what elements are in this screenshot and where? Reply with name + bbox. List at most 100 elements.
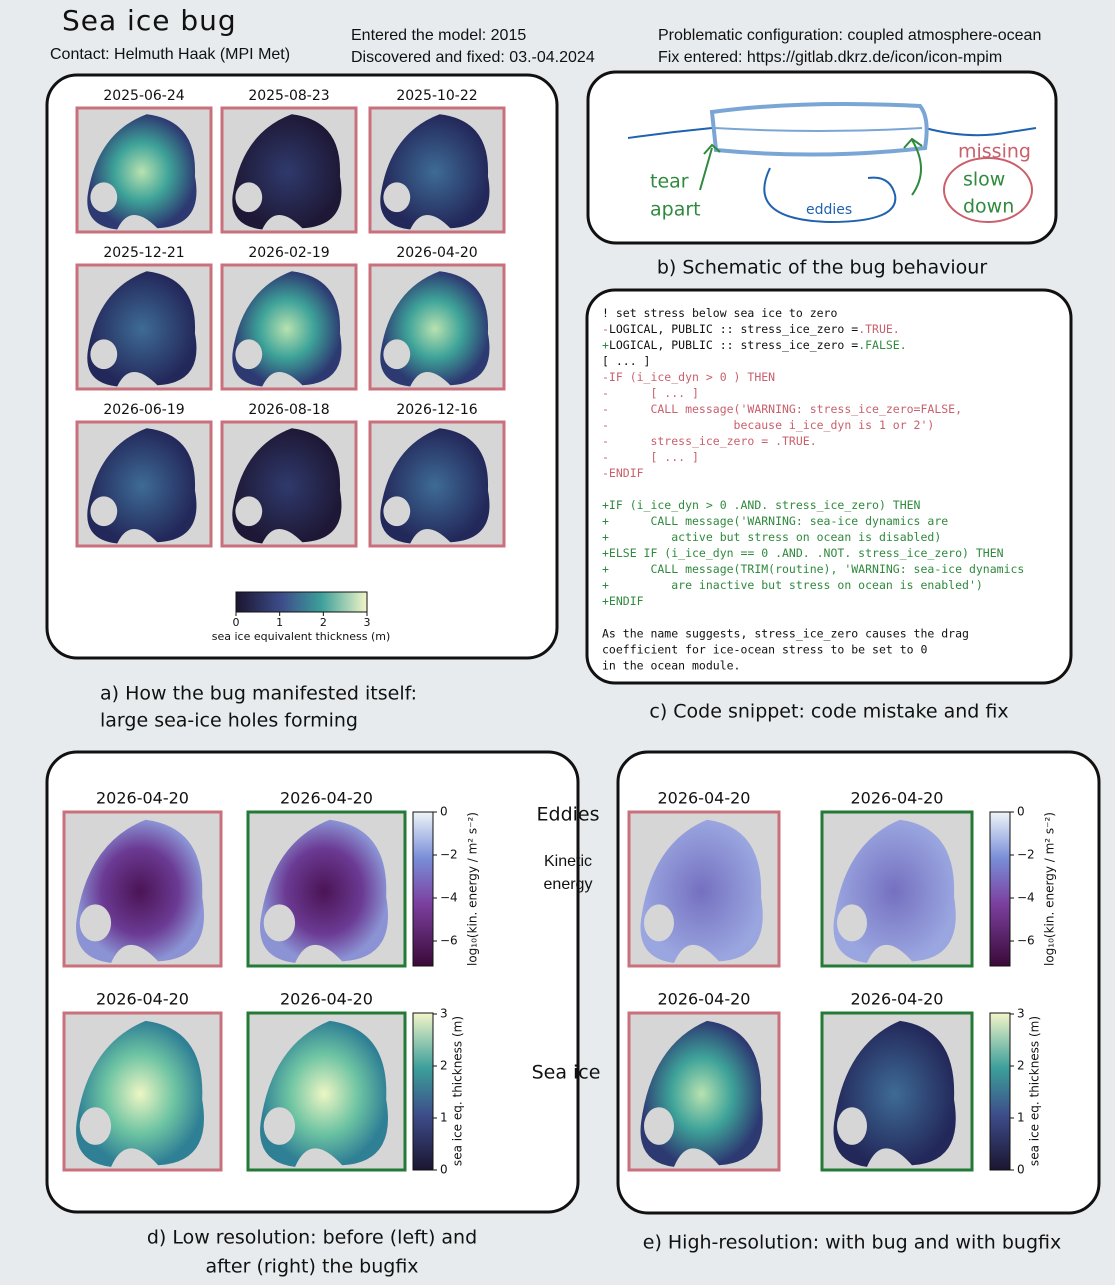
code-segment: - [ ... ] <box>602 450 699 464</box>
colorbar-tick-label: 3 <box>364 616 371 629</box>
code-line: - because i_ice_dyn is 1 or 2') <box>602 418 934 432</box>
map-date: 2026-04-20 <box>280 990 373 1009</box>
code-segment: - <box>602 322 609 336</box>
code-segment: -IF (i_ice_dyn > 0 ) THEN <box>602 370 775 384</box>
colorbar-tick-label: −4 <box>1017 891 1035 905</box>
schematic-label: apart <box>650 199 701 221</box>
code-segment: - CALL message('WARNING: stress_ice_zero… <box>602 402 962 416</box>
map-land <box>383 339 410 369</box>
map <box>822 1013 972 1170</box>
colorbar <box>413 812 433 966</box>
code-segment: + active but stress on ocean is disabled… <box>602 530 941 544</box>
code-segment: - because i_ice_dyn is 1 or 2') <box>602 418 934 432</box>
code-segment: -ENDIF <box>602 466 644 480</box>
map <box>77 422 211 546</box>
map <box>77 265 211 389</box>
code-segment: + CALL message('WARNING: sea-ice dynamic… <box>602 514 948 528</box>
colorbar-tick-label: 2 <box>1017 1059 1025 1073</box>
colorbar-label: sea ice eq. thickness (m) <box>451 1016 465 1166</box>
map-date: 2025-12-21 <box>103 245 184 261</box>
colorbar-tick-label: 3 <box>440 1007 448 1021</box>
map <box>248 1013 405 1170</box>
code-line: + are inactive but stress on ocean is en… <box>602 578 983 592</box>
schematic-label: down <box>963 196 1014 218</box>
code-segment: + <box>602 338 609 352</box>
colorbar <box>990 1013 1010 1170</box>
map-date: 2026-04-20 <box>851 789 944 808</box>
colorbar-label: sea ice eq. thickness (m) <box>1028 1016 1042 1166</box>
code-segment: LOGICAL, PUBLIC :: stress_ice_zero = <box>609 322 858 336</box>
colorbar-tick-label: 1 <box>276 616 283 629</box>
code-line: +ELSE IF (i_ice_dyn == 0 .AND. .NOT. str… <box>602 546 1004 560</box>
caption: after (right) the bugfix <box>205 1256 418 1278</box>
caption: a) How the bug manifested itself: <box>100 683 417 705</box>
map-date: 2026-02-19 <box>248 245 329 261</box>
map-date: 2025-06-24 <box>103 88 184 104</box>
colorbar-tick-label: −2 <box>440 848 458 862</box>
schematic-label: missing <box>958 141 1031 163</box>
colorbar-tick-label: 3 <box>1017 1007 1025 1021</box>
colorbar-label: log₁₀(kin. energy / m² s⁻²) <box>1043 812 1057 966</box>
code-note: coefficient for ice-ocean stress to be s… <box>602 643 927 657</box>
map <box>64 812 221 966</box>
code-line: - CALL message('WARNING: stress_ice_zero… <box>602 402 962 416</box>
row-label: Eddies <box>537 804 600 826</box>
map-land <box>80 904 111 941</box>
code-segment: + are inactive but stress on ocean is en… <box>602 578 983 592</box>
title: Sea ice bug <box>62 4 237 37</box>
map <box>77 108 211 232</box>
map <box>370 422 504 546</box>
code-line: -ENDIF <box>602 466 644 480</box>
map-date: 2026-06-19 <box>103 402 184 418</box>
map-date: 2026-04-20 <box>658 990 751 1009</box>
map-date: 2025-08-23 <box>248 88 329 104</box>
code-line: + CALL message('WARNING: sea-ice dynamic… <box>602 514 948 528</box>
map <box>629 812 779 966</box>
colorbar-tick-label: −2 <box>1017 848 1035 862</box>
map <box>222 108 356 232</box>
colorbar-tick-label: 0 <box>1017 805 1025 819</box>
row-label: Sea ice <box>532 1062 601 1084</box>
colorbar-tick-label: −6 <box>1017 934 1035 948</box>
map-date: 2026-04-20 <box>96 990 189 1009</box>
map <box>822 812 972 966</box>
code-segment: ! set stress below sea ice to zero <box>602 306 837 320</box>
code-line: +LOGICAL, PUBLIC :: stress_ice_zero =.FA… <box>602 338 907 352</box>
code-line: + CALL message(TRIM(routine), 'WARNING: … <box>602 562 1024 576</box>
discovered: Discovered and fixed: 03.-04.2024 <box>351 49 595 66</box>
map-date: 2026-04-20 <box>851 990 944 1009</box>
map-date: 2026-04-20 <box>96 789 189 808</box>
map-date: 2026-04-20 <box>396 245 477 261</box>
map-land <box>264 904 295 941</box>
fix-url: Fix entered: https://gitlab.dkrz.de/icon… <box>658 49 1002 66</box>
colorbar <box>236 592 367 612</box>
schematic-label: slow <box>963 169 1005 191</box>
code-line: +ENDIF <box>602 594 644 608</box>
code-line: -LOGICAL, PUBLIC :: stress_ice_zero =.TR… <box>602 322 900 336</box>
map-land <box>644 904 674 941</box>
figure: Sea ice bugContact: Helmuth Haak (MPI Me… <box>0 0 1115 1285</box>
colorbar-label: log₁₀(kin. energy / m² s⁻²) <box>466 812 480 966</box>
code-segment: .FALSE. <box>858 338 906 352</box>
map-land <box>80 1107 111 1145</box>
map-date: 2026-12-16 <box>396 402 477 418</box>
code-segment: - [ ... ] <box>602 386 699 400</box>
code-segment: +ELSE IF (i_ice_dyn == 0 .AND. .NOT. str… <box>602 546 1004 560</box>
colorbar-tick-label: 0 <box>233 616 240 629</box>
code-note: As the name suggests, stress_ice_zero ca… <box>602 627 969 641</box>
code-segment: LOGICAL, PUBLIC :: stress_ice_zero = <box>609 338 858 352</box>
map <box>370 108 504 232</box>
code-line: ! set stress below sea ice to zero <box>602 306 837 320</box>
code-segment: +ENDIF <box>602 594 644 608</box>
map-date: 2026-04-20 <box>658 789 751 808</box>
map-land <box>235 339 262 369</box>
map-land <box>235 182 262 212</box>
colorbar-tick-label: 0 <box>440 1163 448 1177</box>
caption: b) Schematic of the bug behaviour <box>657 257 988 279</box>
code-segment: +IF (i_ice_dyn > 0 .AND. stress_ice_zero… <box>602 498 921 512</box>
code-line: - stress_ice_zero = .TRUE. <box>602 434 817 448</box>
code-line: [ ... ] <box>602 354 650 368</box>
code-segment: - stress_ice_zero = .TRUE. <box>602 434 817 448</box>
colorbar-tick-label: −4 <box>440 891 458 905</box>
map-date: 2025-10-22 <box>396 88 477 104</box>
